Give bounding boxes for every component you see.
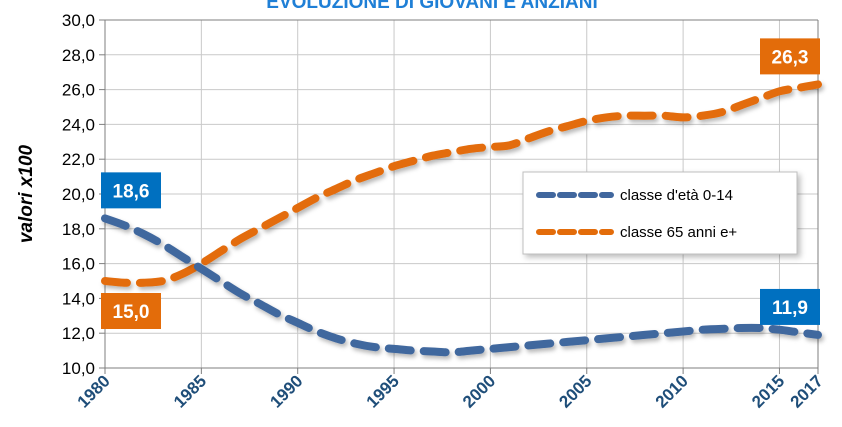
y-axis-label: valori x100 bbox=[16, 144, 37, 243]
callout-value: 18,6 bbox=[113, 181, 150, 202]
y-tick-label: 18,0 bbox=[62, 220, 95, 239]
legend-label-65-plus: classe 65 anni e+ bbox=[620, 224, 737, 241]
callout-value: 11,9 bbox=[772, 298, 808, 319]
y-axis-tick-labels: 10,0 12,0 14,0 16,0 18,0 20,0 22,0 24,0 26,0 28,0… bbox=[62, 11, 95, 378]
callout-box bbox=[101, 293, 161, 329]
x-tick-label: 1995 bbox=[363, 371, 403, 411]
series-line-0-14 bbox=[101, 214, 822, 357]
y-tick-label: 20,0 bbox=[62, 185, 95, 204]
y-tick-label: 12,0 bbox=[62, 324, 95, 343]
y-tick-label: 16,0 bbox=[62, 255, 95, 274]
x-tick-label: 1985 bbox=[170, 371, 210, 411]
series-line-65-plus bbox=[101, 80, 822, 287]
callout-box bbox=[760, 38, 820, 75]
y-tick-label: 10,0 bbox=[62, 359, 95, 378]
y-tick-label: 24,0 bbox=[62, 115, 95, 134]
y-tick-label: 30,0 bbox=[62, 11, 95, 30]
x-tick-label: 2010 bbox=[652, 371, 692, 411]
legend-box bbox=[522, 171, 798, 255]
callout-box bbox=[760, 288, 820, 325]
x-tick-label: 2015 bbox=[748, 371, 788, 411]
data-callouts: 18,6 15,0 11,9 26,3 bbox=[101, 38, 820, 329]
legend: classe d'età 0-14 classe 65 anni e+ bbox=[522, 171, 798, 255]
legend-label-0-14: classe d'età 0-14 bbox=[620, 187, 733, 204]
series-lines bbox=[101, 80, 822, 357]
callout-value: 26,3 bbox=[772, 47, 809, 68]
x-tick-label: 2005 bbox=[555, 371, 595, 411]
callout-value: 15,0 bbox=[113, 302, 150, 323]
y-tick-label: 26,0 bbox=[62, 81, 95, 100]
x-tick-label: 1990 bbox=[266, 371, 306, 411]
y-tick-label: 14,0 bbox=[62, 289, 95, 308]
x-tick-label: 2000 bbox=[459, 371, 499, 411]
y-tick-label: 22,0 bbox=[62, 150, 95, 169]
x-tick-label: 2017 bbox=[787, 371, 827, 411]
callout-box bbox=[101, 172, 161, 209]
y-tick-label: 28,0 bbox=[62, 46, 95, 65]
chart-title: EVOLUZIONE DI GIOVANI E ANZIANI bbox=[266, 0, 597, 13]
